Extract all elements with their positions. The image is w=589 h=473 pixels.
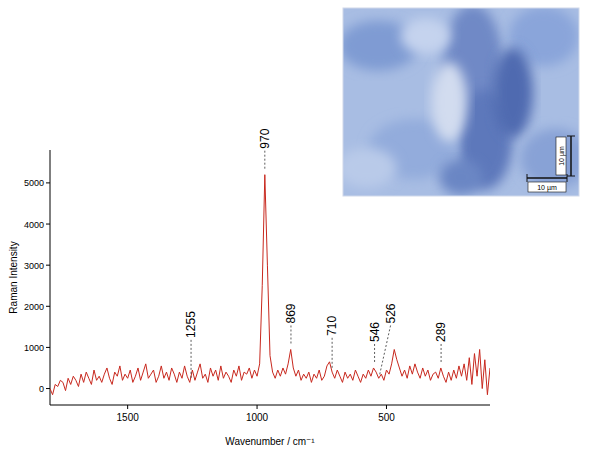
x-tick-label: 500 xyxy=(378,412,395,423)
micrograph-texture xyxy=(520,128,579,188)
scale-bar xyxy=(567,174,568,182)
micrograph-frame xyxy=(343,8,579,196)
scale-label-box xyxy=(556,137,566,175)
micrograph-texture xyxy=(431,62,467,142)
micrograph-texture xyxy=(493,48,533,138)
y-tick xyxy=(46,182,50,183)
peak-label: 970 xyxy=(258,128,272,148)
peak-label: 710 xyxy=(325,315,339,335)
y-axis xyxy=(50,150,51,405)
y-tick xyxy=(46,306,50,307)
y-axis-title: Raman Intensity xyxy=(8,241,19,313)
scale-label-box xyxy=(528,182,566,192)
x-tick xyxy=(127,405,128,409)
scale-bar xyxy=(567,176,575,177)
scale-bar xyxy=(527,177,567,179)
peak-label: 1255 xyxy=(184,311,198,338)
y-tick-label: 3000 xyxy=(24,261,44,271)
peak-label: 869 xyxy=(284,303,298,323)
annotation-leader xyxy=(332,338,333,368)
annotation-leader xyxy=(380,325,391,374)
y-tick-label: 1000 xyxy=(24,343,44,353)
annotation-leader xyxy=(290,325,291,345)
micrograph-texture xyxy=(439,159,483,195)
annotation-leader xyxy=(441,344,442,364)
y-tick-label: 4000 xyxy=(24,220,44,230)
annotation-leader xyxy=(191,340,192,379)
peak-label: 289 xyxy=(434,322,448,342)
peak-label: 546 xyxy=(368,322,382,342)
micrograph-texture xyxy=(401,18,451,54)
y-tick-label: 5000 xyxy=(24,178,44,188)
scale-label: 10 µm xyxy=(537,184,557,192)
x-axis-title: Wavenumber / cm⁻¹ xyxy=(225,436,315,447)
x-tick-label: 1000 xyxy=(246,412,269,423)
plot-area xyxy=(50,175,490,395)
x-tick xyxy=(257,405,258,409)
x-tick-label: 1500 xyxy=(117,412,140,423)
y-tick xyxy=(46,265,50,266)
peak-label: 526 xyxy=(384,303,398,323)
y-tick xyxy=(46,224,50,225)
y-tick xyxy=(46,347,50,348)
spectrum-line xyxy=(50,175,490,395)
annotation-leader xyxy=(264,151,265,171)
micrograph-texture xyxy=(343,148,397,188)
y-tick-label: 0 xyxy=(39,384,44,394)
micrograph xyxy=(343,8,579,196)
x-tick xyxy=(386,405,387,409)
chart: 10 µm 10 µm 0 1000 2000 3000 4000 5000 1500 1000 5… xyxy=(0,0,589,473)
x-axis xyxy=(50,405,490,406)
y-tick xyxy=(46,388,50,389)
y-tick-label: 2000 xyxy=(24,302,44,312)
scale-bar xyxy=(567,136,575,137)
scale-label: 10 µm xyxy=(558,146,566,166)
scale-bar xyxy=(527,174,528,182)
scale-bar xyxy=(570,136,572,176)
annotation-leader xyxy=(374,344,375,364)
